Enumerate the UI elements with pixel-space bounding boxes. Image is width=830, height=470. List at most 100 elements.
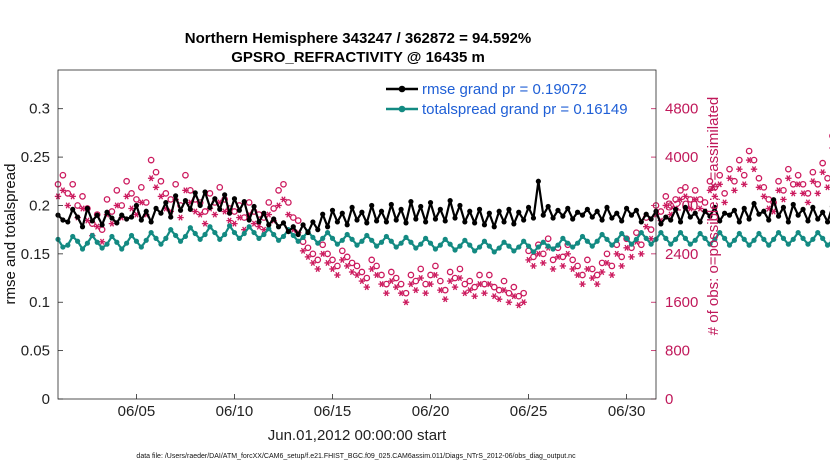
obs-assimilated-point bbox=[819, 169, 826, 176]
rmse-point bbox=[261, 210, 267, 216]
obs-assimilated-point bbox=[780, 196, 787, 203]
obs-assimilated-point bbox=[446, 277, 454, 285]
totalspread-point bbox=[643, 235, 649, 241]
rmse-point bbox=[320, 211, 326, 217]
rmse-point bbox=[707, 213, 713, 219]
rmse-point bbox=[472, 220, 478, 226]
obs-assimilated-point bbox=[608, 271, 616, 279]
totalspread-point bbox=[153, 235, 159, 241]
obs-assimilated-point bbox=[618, 262, 625, 270]
obs-assimilated-point bbox=[314, 265, 321, 273]
obs-assimilated-point bbox=[736, 166, 743, 173]
totalspread-point bbox=[648, 241, 654, 247]
rmse-point bbox=[790, 201, 796, 208]
totalspread-point bbox=[570, 244, 576, 250]
totalspread-point bbox=[261, 231, 267, 238]
obs-possible-point bbox=[314, 256, 322, 264]
totalspread-point bbox=[65, 242, 71, 248]
totalspread-point bbox=[271, 231, 277, 238]
rmse-point bbox=[271, 216, 277, 222]
y2-tick-label: 1600 bbox=[665, 294, 698, 311]
obs-assimilated-point bbox=[275, 202, 282, 209]
obs-assimilated-point bbox=[564, 250, 571, 257]
legend-spread-marker bbox=[398, 105, 406, 113]
obs-possible-point bbox=[584, 256, 591, 264]
obs-possible-point bbox=[647, 226, 655, 234]
obs-assimilated-point bbox=[79, 205, 86, 212]
totalspread-point bbox=[481, 238, 488, 244]
obs-possible-point bbox=[343, 253, 351, 261]
totalspread-point bbox=[423, 235, 429, 241]
rmse-point bbox=[378, 208, 385, 214]
rmse-point bbox=[236, 207, 242, 213]
series-layer bbox=[54, 133, 830, 309]
totalspread-point bbox=[266, 226, 272, 232]
obs-assimilated-point bbox=[393, 284, 400, 291]
totalspread-point bbox=[722, 235, 728, 241]
totalspread-point bbox=[584, 238, 590, 244]
y2-tick-label: 800 bbox=[665, 343, 690, 360]
obs-assimilated-point bbox=[358, 277, 366, 285]
totalspread-point bbox=[457, 243, 463, 249]
obs-possible-point bbox=[358, 268, 366, 276]
totalspread-point bbox=[756, 230, 762, 237]
obs-possible-point bbox=[461, 280, 469, 288]
rmse-point bbox=[65, 219, 71, 225]
obs-assimilated-point bbox=[623, 244, 630, 251]
y-tick-label: 0.05 bbox=[21, 343, 50, 360]
rmse-point bbox=[530, 215, 537, 221]
totalspread-point bbox=[805, 241, 811, 247]
obs-assimilated-point bbox=[397, 290, 405, 297]
rmse-point bbox=[599, 217, 605, 223]
obs-assimilated-point bbox=[775, 187, 782, 194]
obs-assimilated-point bbox=[59, 187, 67, 194]
rmse-point bbox=[521, 217, 527, 223]
totalspread-point bbox=[109, 233, 115, 240]
totalspread-point bbox=[668, 241, 674, 247]
obs-possible-point bbox=[593, 271, 601, 279]
obs-possible-point bbox=[152, 168, 160, 176]
totalspread-point bbox=[403, 234, 409, 241]
totalspread-point bbox=[393, 244, 399, 250]
rmse-point bbox=[692, 210, 698, 216]
obs-assimilated-point bbox=[716, 181, 723, 188]
totalspread-point bbox=[310, 234, 316, 241]
rmse-point bbox=[290, 224, 296, 230]
obs-assimilated-point bbox=[427, 280, 434, 288]
obs-assimilated-point bbox=[579, 280, 586, 288]
obs-possible-point bbox=[373, 262, 380, 270]
totalspread-point bbox=[741, 236, 747, 242]
rmse-point bbox=[432, 216, 439, 222]
obs-possible-point bbox=[79, 193, 86, 200]
rmse-point bbox=[124, 216, 130, 222]
rmse-point bbox=[785, 219, 791, 225]
totalspread-point bbox=[516, 244, 522, 250]
totalspread-point bbox=[687, 241, 693, 247]
obs-assimilated-point bbox=[505, 299, 513, 306]
obs-assimilated-point bbox=[383, 290, 390, 297]
obs-possible-point bbox=[329, 256, 336, 264]
obs-assimilated-point bbox=[147, 175, 155, 182]
totalspread-point bbox=[383, 233, 390, 240]
obs-assimilated-point bbox=[285, 211, 292, 218]
totalspread-point bbox=[442, 236, 448, 242]
totalspread-point bbox=[815, 229, 821, 236]
totalspread-point bbox=[320, 235, 326, 241]
rmse-point bbox=[589, 214, 595, 220]
totalspread-point bbox=[717, 229, 723, 236]
rmse-point bbox=[344, 222, 350, 228]
totalspread-point bbox=[535, 244, 541, 250]
obs-possible-point bbox=[711, 183, 719, 191]
rmse-point bbox=[197, 202, 203, 209]
rmse-point bbox=[511, 221, 517, 227]
rmse-point bbox=[476, 206, 483, 212]
y2-tick-label: 0 bbox=[665, 391, 673, 408]
obs-possible-point bbox=[59, 171, 67, 179]
rmse-point bbox=[535, 178, 541, 184]
obs-possible-point bbox=[745, 147, 753, 155]
totalspread-point bbox=[550, 246, 556, 252]
obs-possible-point bbox=[569, 256, 577, 264]
obs-assimilated-point bbox=[250, 220, 258, 227]
rmse-point bbox=[658, 221, 664, 227]
obs-assimilated-point bbox=[824, 184, 830, 191]
